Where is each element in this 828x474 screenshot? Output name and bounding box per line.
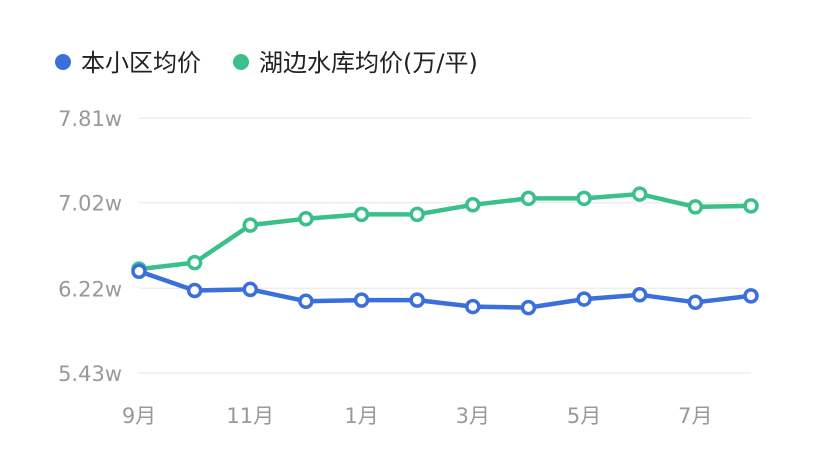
legend-label-0: 本小区均价 bbox=[81, 49, 201, 77]
data-point[interactable] bbox=[353, 206, 370, 223]
data-point[interactable] bbox=[186, 282, 203, 299]
data-point[interactable] bbox=[465, 197, 481, 213]
data-point[interactable] bbox=[743, 198, 759, 214]
legend-marker-0 bbox=[55, 54, 71, 70]
y-tick-label: 7.02w bbox=[58, 192, 122, 216]
x-tick-label: 1月 bbox=[344, 404, 378, 428]
data-point[interactable] bbox=[576, 190, 592, 207]
legend-item-0[interactable]: 本小区均价 bbox=[55, 49, 201, 77]
data-point[interactable] bbox=[520, 299, 537, 316]
legend-item-1[interactable]: 湖边水库均价(万/平) bbox=[233, 49, 478, 77]
legend-marker-1 bbox=[233, 54, 249, 70]
x-tick-label: 7月 bbox=[678, 404, 712, 428]
legend-label-1: 湖边水库均价(万/平) bbox=[259, 49, 478, 77]
gridlines bbox=[139, 117, 751, 374]
x-tick-label: 3月 bbox=[456, 404, 490, 428]
data-point[interactable] bbox=[298, 293, 314, 309]
data-point[interactable] bbox=[576, 291, 592, 307]
y-tick-label: 7.81w bbox=[58, 107, 122, 131]
data-point[interactable] bbox=[353, 292, 370, 308]
data-point[interactable] bbox=[520, 190, 537, 207]
y-axis: 7.81w 7.02w 6.22w 5.43w bbox=[58, 107, 122, 386]
data-point[interactable] bbox=[409, 206, 425, 223]
y-tick-label: 6.22w bbox=[58, 277, 122, 301]
data-point[interactable] bbox=[687, 199, 704, 215]
data-point[interactable] bbox=[743, 288, 759, 304]
series-group bbox=[131, 186, 759, 316]
x-tick-label: 5月 bbox=[567, 404, 601, 428]
y-tick-label: 5.43w bbox=[58, 362, 122, 386]
data-point[interactable] bbox=[131, 263, 147, 279]
x-tick-label: 9月 bbox=[122, 404, 156, 428]
data-point[interactable] bbox=[298, 210, 314, 227]
data-point[interactable] bbox=[631, 186, 648, 202]
series-line-0 bbox=[136, 268, 754, 310]
data-point[interactable] bbox=[409, 292, 425, 308]
series-1 bbox=[131, 186, 759, 277]
series-line-1 bbox=[136, 191, 754, 272]
data-point[interactable] bbox=[242, 281, 259, 298]
data-point[interactable] bbox=[687, 294, 704, 311]
data-point[interactable] bbox=[631, 287, 648, 303]
data-point[interactable] bbox=[242, 217, 259, 233]
legend: 本小区均价 湖边水库均价(万/平) bbox=[55, 49, 478, 77]
data-point[interactable] bbox=[186, 254, 203, 271]
data-point[interactable] bbox=[465, 298, 481, 315]
x-tick-label: 11月 bbox=[226, 404, 274, 428]
series-0 bbox=[131, 263, 759, 316]
x-axis: 9月 11月 1月 3月 5月 7月 bbox=[122, 404, 713, 428]
